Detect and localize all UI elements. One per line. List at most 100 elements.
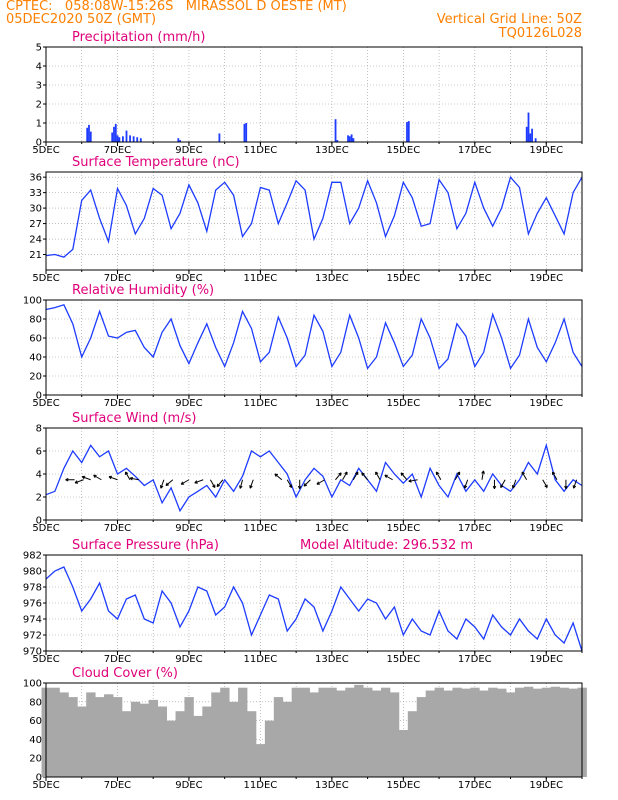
x-tick-label: 9DEC [175,780,202,791]
precip-bar [129,135,131,142]
x-tick-label: 13DEC [315,523,349,534]
wind-arrow [512,479,517,489]
x-tick-label: 19DEC [529,398,563,409]
x-tick-label: 11DEC [244,780,278,791]
cloud-bar [68,697,78,777]
wind-arrowhead [239,485,243,489]
x-tick-label: 5DEC [32,523,59,534]
precip-bar [179,140,181,142]
x-tick-label: 7DEC [104,654,131,665]
x-tick-label: 9DEC [175,654,202,665]
precip-bar [243,123,246,142]
cloud-bar [532,688,543,777]
y-tick-label: 982 [23,551,42,562]
cloud-bar [273,697,284,777]
wind-arrowhead [124,471,129,475]
x-tick-label: 19DEC [529,145,563,156]
cloud-bar [300,687,310,777]
cloud-bar [309,692,319,777]
precip-bar [86,127,89,142]
y-tick-label: 978 [23,583,42,594]
wind-arrow [573,479,578,489]
panel-frame [45,427,583,521]
cloud-bar [443,690,453,777]
precip-bar [525,126,528,142]
wind-arrowhead [194,480,198,484]
y-tick-label: 972 [23,631,42,642]
series-line [45,566,583,652]
x-tick-label: 15DEC [386,398,420,409]
x-tick-label: 7DEC [104,273,131,284]
x-tick-label: 7DEC [104,145,131,156]
x-tick-label: 19DEC [529,780,563,791]
wind-arrow [316,479,325,485]
cloud-bar [202,706,212,777]
cloud-bar [282,701,293,777]
header-run-date: 05DEC2020 50Z (GMT) [6,12,157,27]
wind-arrow [216,479,224,487]
wind-arrow [500,479,506,488]
x-tick-label: 7DEC [104,780,131,791]
wind-arrowhead [572,485,577,489]
x-tick-label: 9DEC [175,145,202,156]
wind-arrowhead [481,470,485,474]
wind-arrow [352,471,359,481]
x-tick-label: 13DEC [315,398,349,409]
cloud-bar [139,703,150,777]
wind-arrowhead [129,476,134,481]
cloud-bar [389,692,400,777]
wind-arrow [108,476,118,481]
panel-title: Cloud Cover (%) [72,666,178,681]
x-tick-label: 17DEC [458,398,492,409]
cloud-bar [452,687,462,777]
precip-bar [348,136,351,142]
wind-arrow [249,479,254,489]
cloud-bar [166,720,176,777]
wind-arrow [375,471,381,481]
y-tick-label: 60 [29,334,42,345]
panel-title: Surface Wind (m/s) [72,411,196,426]
x-tick-label: 11DEC [244,398,278,409]
cloud-bar [291,687,301,777]
wind-arrowhead [500,484,504,488]
wind-arrowhead [564,485,568,489]
y-tick-label: 976 [23,599,42,610]
cloud-bar [416,697,427,777]
x-tick-label: 15DEC [386,654,420,665]
cloud-bar [247,711,257,777]
cloud-bar [345,687,355,777]
y-tick-label: 40 [29,735,42,746]
y-tick-label: 4 [36,470,42,481]
precip-bar [245,123,248,142]
panel-title: Surface Temperature (nC) [72,155,240,170]
wind-arrowhead [375,471,379,475]
cloud-bar [220,687,230,777]
cloud-bar [550,686,561,777]
wind-arrowhead [338,472,342,476]
x-tick-label: 5DEC [32,780,59,791]
precip-bar [529,133,532,142]
cloud-bar [77,706,87,777]
y-tick-label: 36 [29,173,42,184]
panel-frame [45,682,583,778]
x-tick-label: 19DEC [529,523,563,534]
y-tick-label: 100 [23,679,42,690]
wind-arrow [521,471,528,481]
wind-arrowhead [463,485,468,489]
panel-title: Precipitation (mm/h) [72,30,205,45]
wind-arrow [481,470,485,480]
x-tick-label: 9DEC [175,398,202,409]
y-tick-label: 1 [36,119,42,130]
x-tick-label: 9DEC [175,273,202,284]
y-tick-label: 30 [29,204,42,215]
y-tick-label: 0 [36,773,42,784]
precip-bar [114,123,117,142]
wind-arrowhead [361,472,365,476]
y-tick-label: 27 [29,219,42,230]
precip-bar [89,131,92,142]
cloud-bar [318,687,328,777]
x-tick-label: 7DEC [104,523,131,534]
wind-arrowhead [521,471,525,475]
y-tick-label: 80 [29,697,42,708]
precip-bar [113,126,115,142]
